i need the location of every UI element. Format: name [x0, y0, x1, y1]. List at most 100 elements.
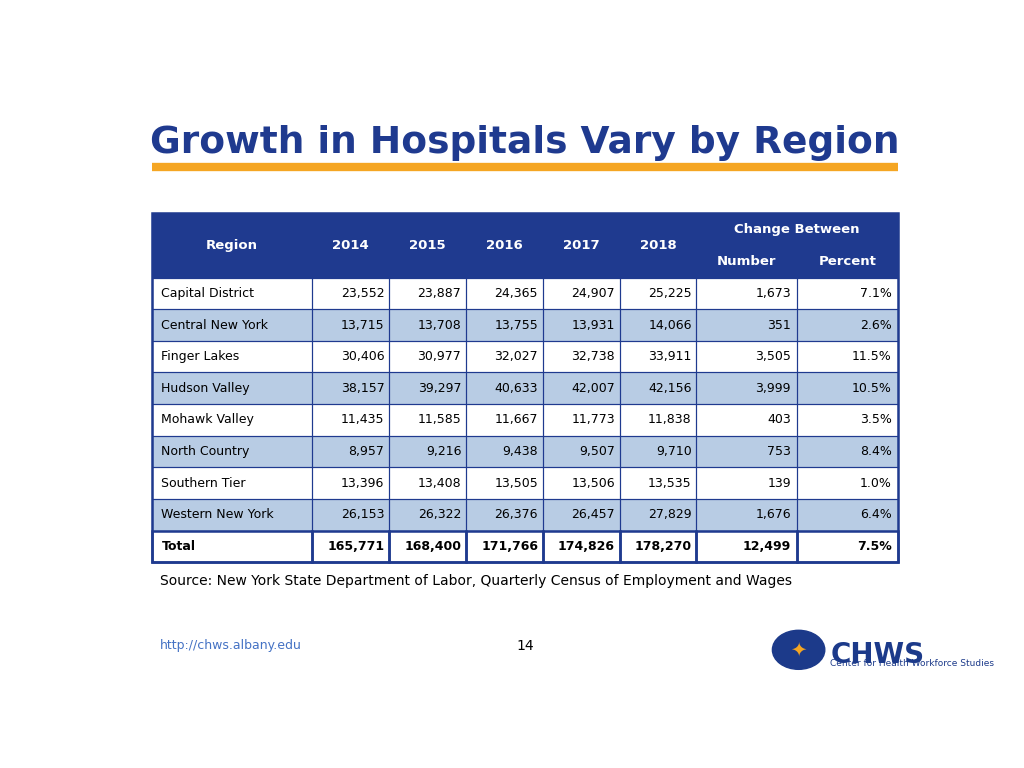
Bar: [389, 499, 466, 531]
Bar: [389, 531, 466, 562]
Bar: [696, 435, 797, 468]
Text: 26,457: 26,457: [571, 508, 615, 521]
Bar: [543, 341, 620, 372]
Bar: [696, 277, 797, 310]
Bar: [389, 468, 466, 499]
Bar: [152, 531, 312, 562]
Bar: [543, 310, 620, 341]
Text: 9,507: 9,507: [579, 445, 615, 458]
Text: 2.6%: 2.6%: [860, 319, 892, 332]
Bar: [797, 404, 898, 435]
Text: 2015: 2015: [410, 239, 445, 252]
Bar: [620, 341, 696, 372]
Text: 13,506: 13,506: [571, 477, 615, 490]
Bar: [466, 499, 543, 531]
Text: 30,977: 30,977: [418, 350, 461, 363]
Bar: [466, 341, 543, 372]
Bar: [696, 246, 797, 277]
Bar: [389, 435, 466, 468]
Text: 26,153: 26,153: [341, 508, 384, 521]
Bar: [797, 499, 898, 531]
Text: 2018: 2018: [640, 239, 676, 252]
Text: 403: 403: [767, 413, 792, 426]
Bar: [620, 310, 696, 341]
Text: 13,396: 13,396: [341, 477, 384, 490]
Bar: [543, 531, 620, 562]
Text: 168,400: 168,400: [404, 540, 461, 553]
Text: 8,957: 8,957: [348, 445, 384, 458]
Text: 25,225: 25,225: [648, 287, 692, 300]
Text: Number: Number: [717, 255, 776, 268]
Bar: [543, 404, 620, 435]
Bar: [797, 372, 898, 404]
Text: Southern Tier: Southern Tier: [162, 477, 246, 490]
Text: 7.1%: 7.1%: [860, 287, 892, 300]
Text: 42,156: 42,156: [648, 382, 692, 395]
Bar: [466, 214, 543, 277]
Text: 174,826: 174,826: [558, 540, 615, 553]
Bar: [696, 531, 797, 562]
Text: 9,438: 9,438: [503, 445, 538, 458]
Bar: [620, 404, 696, 435]
Bar: [152, 468, 312, 499]
Bar: [152, 499, 312, 531]
Bar: [797, 531, 898, 562]
Text: CHWS: CHWS: [830, 641, 925, 669]
Bar: [312, 310, 389, 341]
Text: 8.4%: 8.4%: [860, 445, 892, 458]
Bar: [620, 277, 696, 310]
Bar: [696, 499, 797, 531]
Text: 2017: 2017: [563, 239, 599, 252]
Text: 14: 14: [516, 639, 534, 653]
Text: Total: Total: [162, 540, 196, 553]
Bar: [466, 310, 543, 341]
Bar: [543, 499, 620, 531]
Bar: [797, 468, 898, 499]
Bar: [543, 214, 620, 277]
Bar: [389, 214, 466, 277]
Bar: [620, 435, 696, 468]
Bar: [696, 310, 797, 341]
Bar: [696, 468, 797, 499]
Bar: [797, 404, 898, 435]
Text: 2014: 2014: [332, 239, 369, 252]
Bar: [543, 277, 620, 310]
Text: 3.5%: 3.5%: [860, 413, 892, 426]
Bar: [797, 246, 898, 277]
Text: 26,322: 26,322: [418, 508, 461, 521]
Text: 13,535: 13,535: [648, 477, 692, 490]
Text: 27,829: 27,829: [648, 508, 692, 521]
Bar: [696, 372, 797, 404]
Bar: [696, 531, 797, 562]
Bar: [312, 372, 389, 404]
Text: 13,755: 13,755: [495, 319, 538, 332]
Bar: [152, 341, 312, 372]
Text: Change Between: Change Between: [734, 223, 860, 236]
Bar: [696, 404, 797, 435]
Bar: [389, 341, 466, 372]
Text: 3,999: 3,999: [756, 382, 792, 395]
Text: 23,552: 23,552: [341, 287, 384, 300]
Text: 10.5%: 10.5%: [852, 382, 892, 395]
Bar: [696, 435, 797, 468]
Bar: [466, 468, 543, 499]
Bar: [466, 310, 543, 341]
Bar: [312, 404, 389, 435]
Bar: [696, 246, 797, 277]
Text: 23,887: 23,887: [418, 287, 461, 300]
Bar: [620, 499, 696, 531]
Bar: [696, 372, 797, 404]
Bar: [466, 277, 543, 310]
Bar: [389, 499, 466, 531]
Bar: [543, 372, 620, 404]
Bar: [543, 531, 620, 562]
Bar: [152, 214, 312, 277]
Bar: [312, 499, 389, 531]
Text: 3,505: 3,505: [755, 350, 792, 363]
Text: 11,435: 11,435: [341, 413, 384, 426]
Circle shape: [772, 631, 824, 670]
Bar: [152, 277, 312, 310]
Bar: [152, 214, 312, 277]
Text: 11,838: 11,838: [648, 413, 692, 426]
Text: Center for Health Workforce Studies: Center for Health Workforce Studies: [830, 659, 994, 667]
